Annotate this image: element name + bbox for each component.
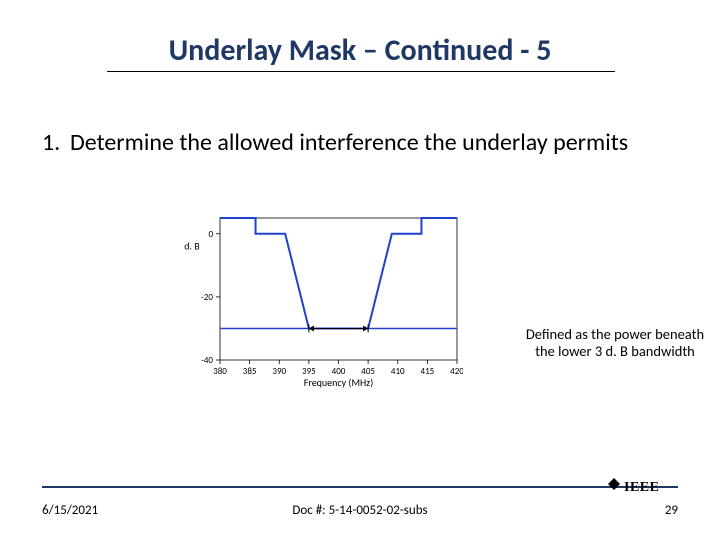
list-number: 1. <box>42 128 70 158</box>
footer-doc-number: Doc #: 5-14-0052-02-subs <box>0 503 720 518</box>
slide-title: Underlay Mask – Continued - 5 <box>0 32 720 69</box>
svg-text:-40: -40 <box>201 355 213 366</box>
footer-page-number: 29 <box>665 503 678 518</box>
title-underline <box>107 71 615 72</box>
svg-text:420: 420 <box>450 366 463 377</box>
footer-divider <box>42 486 678 488</box>
body-text: 1. Determine the allowed interference th… <box>42 128 662 158</box>
svg-text:IEEE: IEEE <box>624 480 659 495</box>
ieee-logo-svg: IEEE <box>606 476 672 498</box>
svg-text:Frequency (MHz): Frequency (MHz) <box>304 376 373 389</box>
svg-text:385: 385 <box>243 366 257 377</box>
svg-text:390: 390 <box>272 366 286 377</box>
annotation-text: Defined as the power beneath the lower 3… <box>525 326 705 361</box>
underlay-mask-chart: 380385390395400405410415420-40-200d. BFr… <box>178 212 463 390</box>
svg-text:-20: -20 <box>201 292 213 303</box>
title-text: Underlay Mask – Continued - 5 <box>169 32 552 69</box>
svg-text:415: 415 <box>421 366 435 377</box>
svg-text:d. B: d. B <box>184 240 200 253</box>
ieee-logo: IEEE <box>606 476 672 498</box>
slide: Underlay Mask – Continued - 5 1. Determi… <box>0 0 720 540</box>
list-text: Determine the allowed interference the u… <box>70 128 662 158</box>
svg-text:410: 410 <box>391 366 405 377</box>
svg-text:380: 380 <box>213 366 227 377</box>
chart-svg: 380385390395400405410415420-40-200d. BFr… <box>178 212 463 390</box>
svg-text:0: 0 <box>208 229 213 240</box>
